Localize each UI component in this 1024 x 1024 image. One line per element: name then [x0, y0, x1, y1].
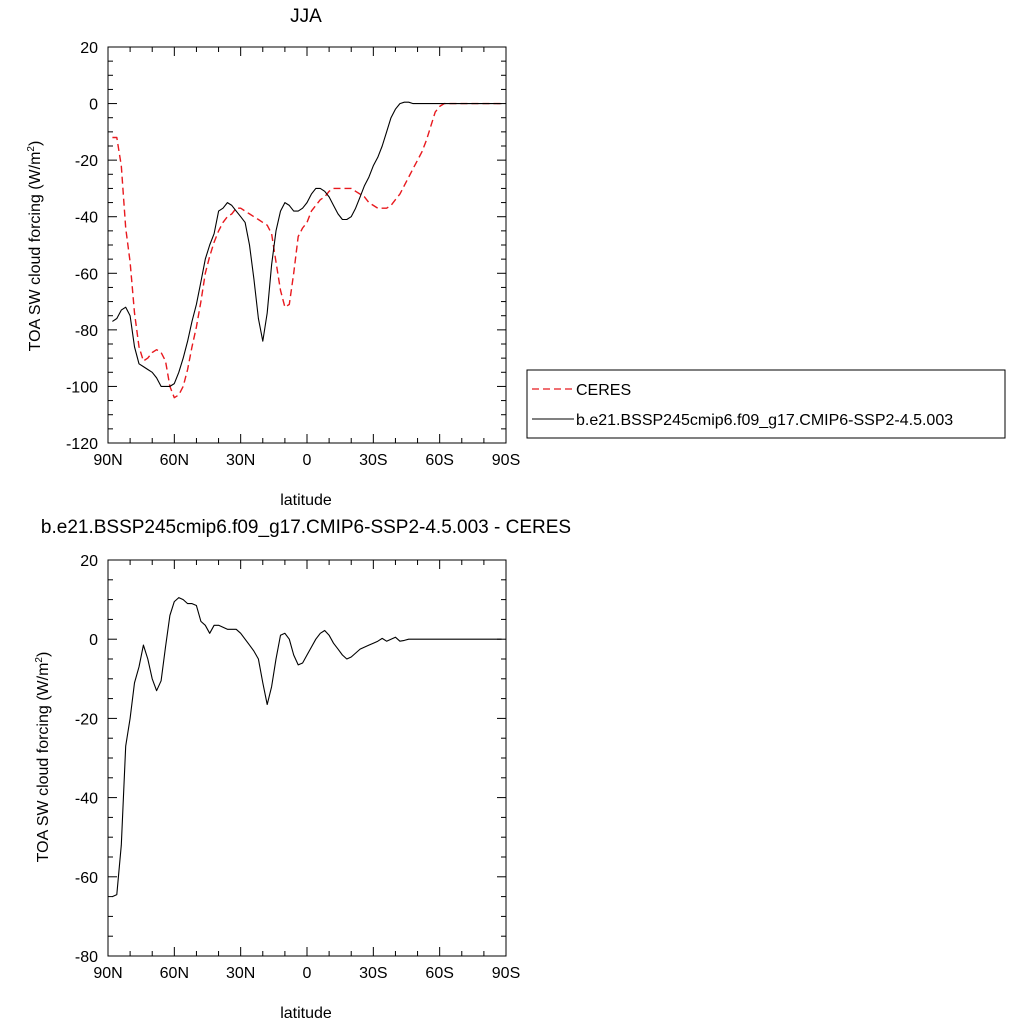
y-tick-label: -40	[75, 210, 98, 227]
x-tick-label: 30N	[226, 965, 255, 982]
legend-box	[526, 369, 1006, 439]
legend-label-ceres: CERES	[576, 382, 631, 399]
legend-label-model: b.e21.BSSP245cmip6.f09_g17.CMIP6-SSP2-4.…	[576, 412, 953, 429]
legend: CERES b.e21.BSSP245cmip6.f09_g17.CMIP6-S…	[526, 369, 1006, 439]
top-chart-y-axis-label: TOA SW cloud forcing (W/m2)	[26, 141, 44, 352]
y-tick-label: 0	[89, 97, 98, 114]
y-tick-label: -60	[75, 266, 98, 283]
bottom-chart-plot-frame	[107, 559, 507, 957]
y-tick-label: -80	[75, 949, 98, 966]
bottom-chart-series	[112, 597, 502, 898]
bottom-chart-y-tick-labels: 20 0 -20 -40 -60 -80	[75, 553, 98, 966]
series-line-ceres	[112, 102, 502, 399]
series-line-difference	[112, 597, 502, 898]
y-tick-label: -80	[75, 323, 98, 340]
x-tick-label: 30N	[226, 452, 255, 469]
top-chart-x-axis-label: latitude	[280, 492, 332, 509]
top-chart-x-tick-labels: 90N 60N 30N 0 30S 60S 90S	[93, 452, 520, 469]
x-tick-label: 90S	[492, 965, 520, 982]
bottom-chart-title: b.e21.BSSP245cmip6.f09_g17.CMIP6-SSP2-4.…	[41, 517, 571, 538]
x-tick-label: 90N	[93, 965, 122, 982]
top-chart-series	[112, 101, 502, 399]
y-tick-label: 20	[80, 40, 98, 57]
y-tick-label: 0	[89, 632, 98, 649]
bottom-chart-y-axis-label: TOA SW cloud forcing (W/m2)	[34, 652, 52, 863]
y-tick-label: -20	[75, 711, 98, 728]
x-tick-label: 0	[303, 965, 312, 982]
bottom-chart-x-tick-labels: 90N 60N 30N 0 30S 60S 90S	[93, 965, 520, 982]
x-tick-label: 60N	[160, 965, 189, 982]
y-tick-label: -40	[75, 791, 98, 808]
series-line-model	[112, 101, 502, 387]
bottom-chart: b.e21.BSSP245cmip6.f09_g17.CMIP6-SSP2-4.…	[34, 517, 571, 1022]
bottom-chart-x-axis-label: latitude	[280, 1005, 332, 1022]
x-tick-label: 30S	[359, 965, 387, 982]
top-chart-ticks	[107, 46, 507, 444]
top-chart-y-tick-labels: 20 0 -20 -40 -60 -80 -100 -120	[66, 40, 98, 453]
y-tick-label: -20	[75, 153, 98, 170]
x-tick-label: 0	[303, 452, 312, 469]
top-chart-plot-frame	[107, 46, 507, 444]
x-tick-label: 30S	[359, 452, 387, 469]
y-tick-label: -100	[66, 379, 98, 396]
bottom-chart-ticks	[107, 559, 507, 957]
x-tick-label: 60S	[425, 965, 453, 982]
x-tick-label: 90S	[492, 452, 520, 469]
y-tick-label: -60	[75, 870, 98, 887]
y-tick-label: -120	[66, 436, 98, 453]
top-chart-title: JJA	[290, 6, 322, 27]
x-tick-label: 60S	[425, 452, 453, 469]
x-tick-label: 60N	[160, 452, 189, 469]
top-chart: JJA 20 0 -20 -40 -60 -80 -100 -120 90N 60N 30N 0 30…	[26, 6, 520, 509]
y-tick-label: 20	[80, 553, 98, 570]
x-tick-label: 90N	[93, 452, 122, 469]
